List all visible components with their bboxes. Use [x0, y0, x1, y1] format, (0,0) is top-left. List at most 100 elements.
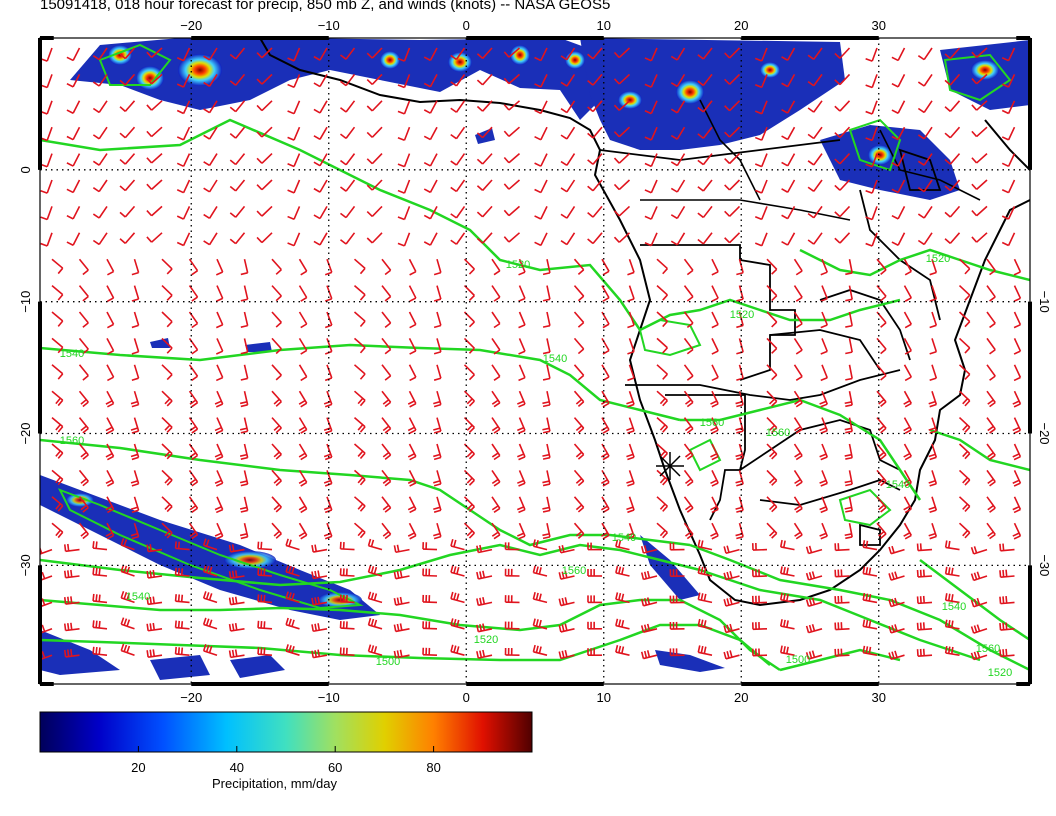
- lon-tick-label-top: 20: [734, 18, 748, 33]
- wind-barb: [781, 100, 796, 114]
- wind-barb: [397, 74, 411, 89]
- lon-tick-label-top: −20: [180, 18, 202, 33]
- wind-barb: [228, 570, 245, 579]
- wind-barb: [271, 337, 282, 355]
- wind-barb: [587, 153, 603, 165]
- wind-barb: [476, 179, 493, 191]
- wind-barb: [560, 153, 576, 167]
- wind-barb: [724, 73, 741, 85]
- wind-barbs: [40, 47, 1022, 661]
- wind-barb: [105, 522, 115, 540]
- wind-barb: [423, 126, 438, 141]
- wind-barb: [805, 650, 823, 660]
- lon-tick-label-bottom: 10: [597, 690, 611, 705]
- wind-barb: [463, 417, 475, 434]
- wind-barb: [573, 311, 585, 328]
- lon-tick-label-bottom: 30: [872, 690, 886, 705]
- wind-barb: [865, 74, 878, 89]
- wind-barb: [573, 417, 585, 434]
- wind-barb: [257, 567, 273, 577]
- wind-barb: [626, 522, 635, 540]
- wind-barb: [339, 541, 355, 551]
- wind-barb: [176, 100, 191, 115]
- wind-barb: [640, 650, 658, 660]
- wind-barb: [876, 417, 887, 434]
- wind-barb: [298, 337, 308, 355]
- wind-barb: [106, 338, 115, 355]
- wind-barb: [736, 338, 744, 355]
- wind-barb: [203, 73, 218, 87]
- wind-barb: [450, 232, 466, 245]
- wind-barb: [542, 470, 551, 487]
- wind-barb: [735, 470, 744, 487]
- wind-barb: [656, 469, 668, 486]
- wind-barb: [573, 285, 585, 302]
- precip-small-cell: [245, 342, 272, 352]
- wind-barb: [491, 469, 501, 487]
- precip-small-cell: [230, 655, 285, 678]
- wind-barb: [1001, 126, 1016, 141]
- wind-barb: [766, 417, 778, 434]
- wind-barb: [986, 285, 996, 302]
- wind-barb: [986, 522, 996, 540]
- wind-barb: [367, 565, 383, 577]
- contour-line: [40, 118, 642, 331]
- wind-barb: [323, 522, 333, 540]
- wind-barb: [287, 232, 301, 247]
- wind-barb: [214, 417, 224, 434]
- wind-barb: [999, 543, 1015, 552]
- wind-barb: [573, 337, 585, 355]
- wind-barb: [587, 179, 603, 192]
- wind-barb: [560, 205, 576, 219]
- wind-barb: [891, 232, 906, 246]
- wind-barb: [793, 390, 803, 408]
- wind-barb: [423, 179, 438, 194]
- wind-barb: [766, 258, 778, 275]
- wind-barb: [970, 597, 988, 608]
- wind-barb: [353, 311, 366, 327]
- wind-barb: [51, 284, 64, 301]
- wind-barb: [161, 469, 173, 486]
- wind-barb: [724, 153, 741, 165]
- wind-barb: [876, 337, 887, 355]
- wind-barb: [203, 205, 218, 219]
- wind-barb: [240, 364, 249, 381]
- wind-barb: [640, 545, 658, 554]
- wind-barb: [928, 443, 938, 461]
- wind-barb: [862, 619, 878, 630]
- wind-barb: [78, 390, 89, 408]
- wind-barb: [366, 232, 383, 244]
- wind-barb: [285, 591, 300, 604]
- wind-barb: [66, 126, 81, 141]
- wind-barb: [287, 126, 301, 141]
- lake-victoria: [898, 148, 942, 191]
- wind-barb: [710, 470, 719, 487]
- wind-barb: [491, 390, 501, 408]
- wind-barb: [353, 364, 366, 380]
- wind-barb: [353, 522, 366, 539]
- wind-barb: [805, 597, 823, 608]
- wind-barb: [229, 153, 246, 166]
- wind-barb: [683, 390, 694, 408]
- wind-barb: [1013, 258, 1022, 276]
- wind-barb: [766, 285, 778, 302]
- wind-barb: [697, 645, 713, 656]
- wind-barb: [92, 567, 108, 577]
- contour-line: [799, 248, 1030, 282]
- wind-barb: [463, 496, 475, 513]
- wind-barb: [819, 443, 828, 461]
- wind-barb: [78, 496, 89, 513]
- lat-lon-grid: [40, 38, 1030, 684]
- wind-barb: [239, 496, 249, 513]
- wind-barb: [916, 569, 933, 578]
- contour-label: 1560: [976, 643, 1000, 655]
- wind-barb: [130, 522, 140, 540]
- wind-barb: [78, 364, 89, 381]
- wind-barb: [381, 364, 392, 381]
- colorbar-label: Precipitation, mm/day: [212, 776, 337, 791]
- wind-barb: [793, 417, 803, 434]
- wind-barb: [397, 47, 411, 62]
- wind-barb: [503, 100, 521, 111]
- wind-barb: [944, 566, 960, 577]
- wind-barb: [793, 496, 803, 514]
